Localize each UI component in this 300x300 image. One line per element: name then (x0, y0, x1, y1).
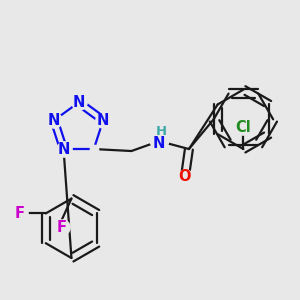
Text: N: N (57, 142, 70, 157)
Text: H: H (156, 125, 167, 138)
Text: N: N (97, 113, 110, 128)
Text: N: N (153, 136, 165, 151)
Text: N: N (73, 95, 85, 110)
Text: F: F (15, 206, 25, 221)
Text: Cl: Cl (236, 120, 251, 135)
Text: F: F (56, 220, 67, 235)
Text: N: N (48, 113, 60, 128)
Text: O: O (179, 169, 191, 184)
